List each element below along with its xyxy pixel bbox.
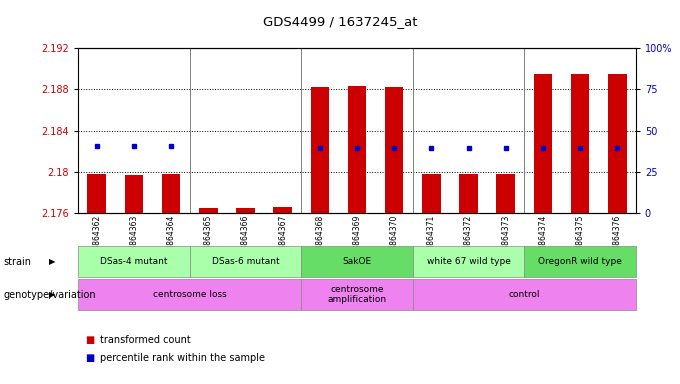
Bar (385, 87, 403, 213)
Bar (422, 174, 441, 213)
Text: transformed count: transformed count (100, 335, 190, 345)
Text: genotype/variation: genotype/variation (3, 290, 96, 300)
Bar (347, 86, 367, 213)
Text: centrosome
amplification: centrosome amplification (328, 285, 386, 304)
Text: DSas-6 mutant: DSas-6 mutant (211, 257, 279, 266)
Text: ▶: ▶ (49, 257, 56, 266)
Bar (273, 207, 292, 213)
Text: strain: strain (3, 257, 31, 266)
Bar (459, 174, 478, 213)
Text: percentile rank within the sample: percentile rank within the sample (100, 353, 265, 363)
Text: OregonR wild type: OregonR wild type (538, 257, 622, 266)
Bar (236, 209, 255, 213)
Text: ▶: ▶ (49, 290, 56, 299)
Text: SakOE: SakOE (343, 257, 371, 266)
Text: GDS4499 / 1637245_at: GDS4499 / 1637245_at (262, 15, 418, 28)
Text: centrosome loss: centrosome loss (153, 290, 226, 299)
Bar (608, 74, 626, 213)
Bar (88, 174, 106, 213)
Bar (496, 174, 515, 213)
Text: ■: ■ (85, 335, 95, 345)
Text: white 67 wild type: white 67 wild type (426, 257, 511, 266)
Bar (311, 87, 329, 213)
Bar (199, 209, 218, 213)
Bar (124, 175, 143, 213)
Text: DSas-4 mutant: DSas-4 mutant (100, 257, 168, 266)
Bar (571, 74, 590, 213)
Bar (534, 74, 552, 213)
Bar (162, 174, 180, 213)
Text: control: control (509, 290, 540, 299)
Text: ■: ■ (85, 353, 95, 363)
